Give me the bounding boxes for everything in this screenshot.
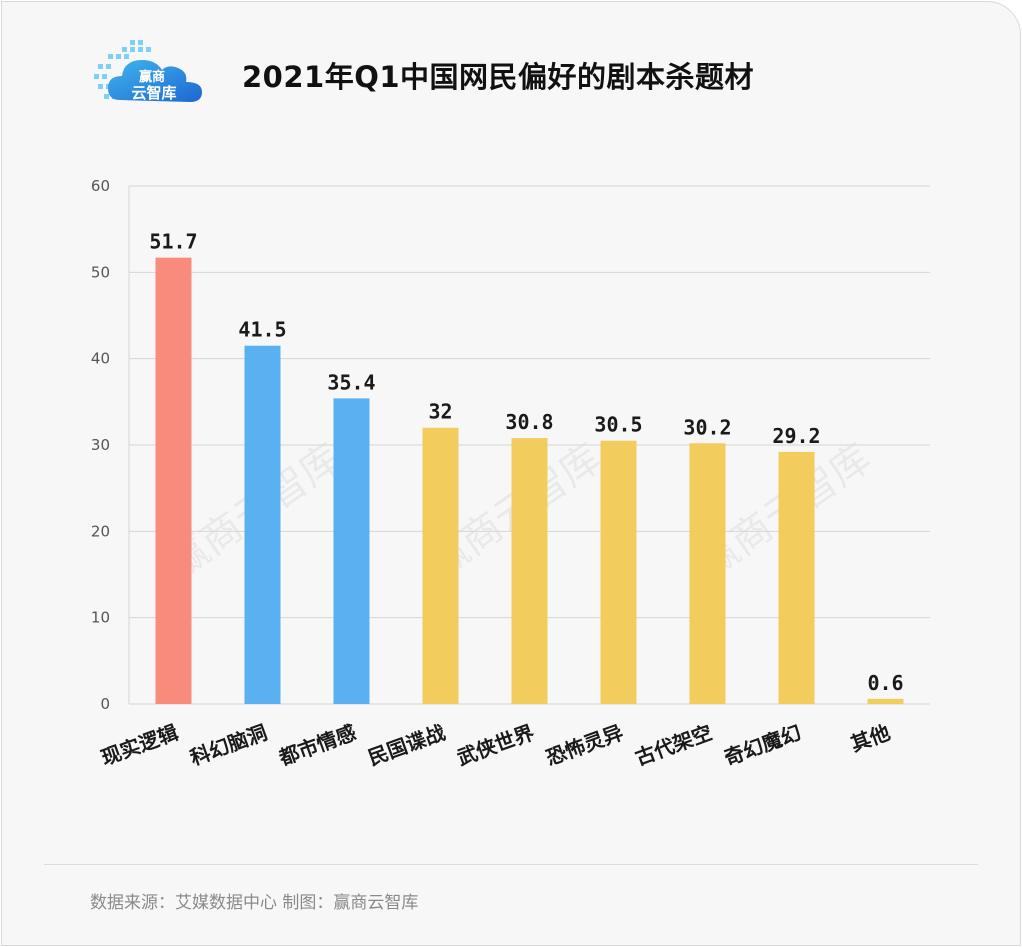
x-tick-label: 民国谍战 bbox=[365, 720, 448, 770]
chart-title: 2021年Q1中国网民偏好的剧本杀题材 bbox=[242, 60, 755, 94]
x-tick-label: 都市情感 bbox=[275, 720, 359, 770]
bar bbox=[778, 451, 815, 704]
bar-value-label: 30.8 bbox=[505, 410, 553, 434]
x-tick-label: 其他 bbox=[847, 720, 893, 756]
bar bbox=[422, 427, 459, 704]
bar-value-label: 0.6 bbox=[867, 671, 903, 695]
bar bbox=[867, 698, 904, 704]
bars bbox=[155, 257, 904, 704]
bar-value-label: 32 bbox=[428, 400, 452, 424]
y-tick-label: 20 bbox=[91, 522, 110, 540]
x-tick-label: 奇幻魔幻 bbox=[721, 720, 804, 770]
bar bbox=[511, 438, 548, 704]
y-axis-ticks: 0 10 20 30 40 50 60 bbox=[91, 177, 110, 713]
logo-text-line2: 云智库 bbox=[131, 84, 176, 102]
x-tick-label: 科幻脑洞 bbox=[187, 720, 270, 770]
footer-divider bbox=[44, 864, 978, 865]
logo-cloud bbox=[108, 60, 202, 102]
bar-value-label: 29.2 bbox=[772, 424, 820, 448]
y-tick-label: 60 bbox=[91, 177, 110, 195]
bar-value-label: 51.7 bbox=[149, 230, 197, 254]
logo-text-line1: 赢商 bbox=[139, 69, 165, 85]
source-note: 数据来源：艾媒数据中心 制图：赢商云智库 bbox=[90, 893, 419, 913]
x-tick-label: 武侠世界 bbox=[454, 720, 537, 770]
y-tick-label: 50 bbox=[91, 263, 110, 281]
x-tick-label: 恐怖灵异 bbox=[543, 720, 626, 770]
y-tick-label: 30 bbox=[91, 436, 110, 454]
bar-value-label: 41.5 bbox=[238, 318, 286, 342]
y-tick-label: 0 bbox=[100, 695, 110, 713]
bar bbox=[600, 440, 637, 704]
logo: 赢商 云智库 bbox=[94, 40, 202, 102]
value-labels: 51.7 41.5 35.4 32 30.8 30.5 30.2 29.2 0.6 bbox=[149, 230, 903, 695]
x-tick-label: 古代架空 bbox=[632, 720, 715, 770]
bar bbox=[244, 345, 281, 704]
bar-value-label: 35.4 bbox=[327, 370, 375, 394]
y-tick-label: 40 bbox=[91, 350, 110, 368]
y-tick-label: 10 bbox=[91, 609, 110, 627]
bar-value-label: 30.2 bbox=[683, 415, 731, 439]
x-tick-label: 现实逻辑 bbox=[98, 720, 181, 770]
bar bbox=[333, 398, 370, 704]
bar bbox=[155, 257, 192, 704]
x-axis-labels: 现实逻辑 科幻脑洞 都市情感 民国谍战 武侠世界 恐怖灵异 古代架空 奇幻魔幻 其他 bbox=[98, 720, 893, 770]
bar bbox=[689, 443, 726, 704]
bar-value-label: 30.5 bbox=[594, 413, 642, 437]
